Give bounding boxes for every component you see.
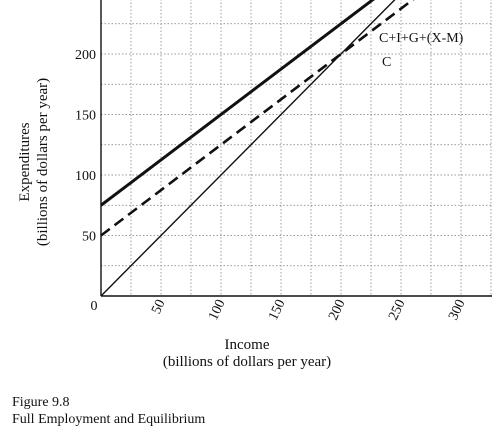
series-line-c-i-g-x-m xyxy=(100,0,375,207)
series-label-consumption: C xyxy=(382,55,391,70)
x-tick-label: 250 xyxy=(386,297,408,322)
series-line-45-degree xyxy=(100,0,396,297)
series-label-aggregate-expenditure: C+I+G+(X-M) xyxy=(379,31,464,46)
y-tick-label: 200 xyxy=(75,48,96,63)
x-tick-label: 150 xyxy=(266,297,288,322)
figure-number: Figure 9.8 xyxy=(12,395,70,410)
y-axis-subtitle: (billions of dollars per year) xyxy=(35,78,51,246)
y-tick-label: 150 xyxy=(75,109,96,124)
y-tick-label: 100 xyxy=(75,169,96,184)
x-tick-label: 50 xyxy=(149,297,169,316)
x-tick-label: 300 xyxy=(446,297,468,322)
y-tick-labels: 50100150200250300350$400 xyxy=(75,0,96,245)
x-tick-labels: 050100150200250300350400 xyxy=(91,297,469,322)
y-tick-label: 250 xyxy=(75,0,96,3)
y-tick-label: 50 xyxy=(82,230,96,245)
x-tick-label: 200 xyxy=(326,297,348,322)
x-axis-title: Income xyxy=(225,337,270,353)
x-tick-label: 100 xyxy=(206,297,228,322)
series-line-c xyxy=(100,0,415,237)
chart-series xyxy=(100,0,415,297)
x-tick-label: 0 xyxy=(91,299,98,314)
y-axis-title: Expenditures xyxy=(17,122,33,201)
chart-text: C+I+G+(X-M)CFull employmentincomeIncome(… xyxy=(17,31,464,370)
x-axis-subtitle: (billions of dollars per year) xyxy=(163,354,331,370)
figure-title: Full Employment and Equilibrium xyxy=(12,412,206,427)
